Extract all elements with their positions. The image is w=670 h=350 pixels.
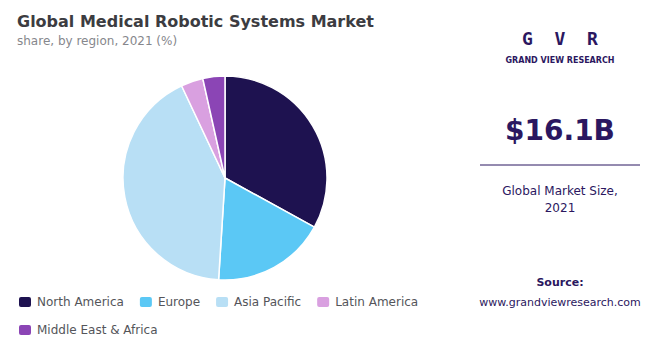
svg-text:North America: North America [37,295,124,309]
svg-text:GRAND VIEW RESEARCH: GRAND VIEW RESEARCH [505,56,614,65]
svg-text:Latin America: Latin America [335,295,418,309]
svg-text:Global Medical Robotic Systems: Global Medical Robotic Systems Market [17,12,374,31]
svg-text:Asia Pacific: Asia Pacific [234,295,301,309]
svg-text:www.grandviewresearch.com: www.grandviewresearch.com [479,296,641,309]
svg-text:G V R: G V R [522,28,598,49]
svg-text:Global Market Size,: Global Market Size, [502,184,618,198]
svg-text:Source:: Source: [536,276,583,289]
svg-text:2021: 2021 [545,201,576,215]
svg-text:Europe: Europe [158,295,200,309]
svg-text:share, by region, 2021 (%): share, by region, 2021 (%) [17,34,177,48]
svg-text:Middle East & Africa: Middle East & Africa [37,323,158,337]
svg-text:$16.1B: $16.1B [505,114,615,147]
